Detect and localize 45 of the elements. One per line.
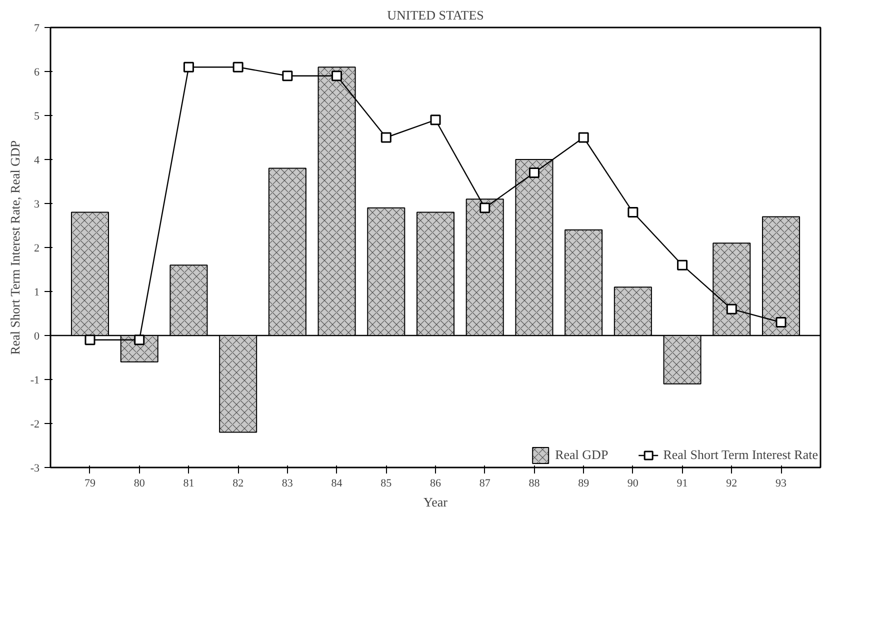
y-tick-label: -2	[30, 418, 40, 430]
x-tick-label: 82	[232, 478, 244, 490]
x-tick-label: 86	[430, 478, 442, 490]
y-tick-label: 0	[34, 330, 40, 342]
x-tick-label: 83	[282, 478, 294, 490]
chart-title: UNITED STATES	[387, 8, 484, 22]
x-tick-label: 93	[776, 478, 788, 490]
y-tick-label: -3	[30, 462, 40, 474]
y-axis-title: Real Short Term Interest Rate, Real GDP	[7, 140, 22, 355]
point	[183, 62, 194, 72]
x-tick-label: 91	[676, 478, 688, 490]
x-tick-label: 92	[726, 478, 738, 490]
point	[578, 132, 589, 143]
x-tick-label: 79	[84, 478, 96, 490]
point	[776, 317, 786, 328]
point	[380, 132, 392, 143]
point	[134, 334, 145, 346]
x-tick-label: 87	[479, 478, 491, 490]
x-tick-label: 85	[380, 478, 392, 490]
point	[677, 260, 688, 270]
legend-label: Real Short Term Interest Rate	[663, 447, 818, 463]
y-tick-label: 2	[34, 242, 40, 254]
y-tick-label: 6	[34, 66, 40, 78]
point	[430, 114, 441, 126]
x-axis-title: Year	[424, 494, 448, 510]
y-tick-label: 5	[34, 110, 40, 122]
x-tick-label: 84	[331, 478, 343, 490]
y-tick-label: 7	[34, 22, 40, 34]
x-tick-label: 89	[578, 478, 590, 490]
x-tick-label: 88	[528, 478, 540, 490]
legend-label: Real GDP	[555, 447, 608, 463]
x-tick-label: 80	[134, 478, 146, 490]
point	[480, 202, 490, 214]
y-tick-label: 3	[34, 198, 40, 210]
x-tick-label: 90	[627, 478, 639, 490]
y-tick-label: 1	[34, 286, 40, 298]
y-tick-label: -1	[30, 374, 40, 386]
point	[232, 62, 244, 72]
point	[726, 304, 737, 314]
x-tick-label: 81	[183, 478, 194, 490]
point	[528, 167, 540, 178]
y-tick-label: 4	[34, 154, 40, 166]
point	[628, 207, 638, 218]
point	[282, 70, 293, 82]
point	[332, 70, 342, 82]
